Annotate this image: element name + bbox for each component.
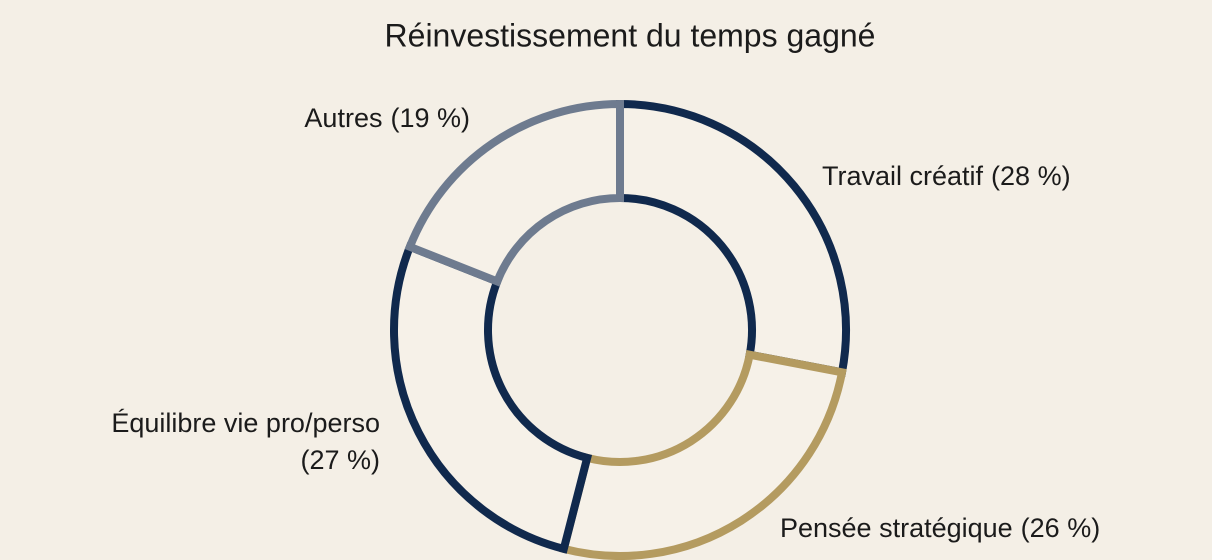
value-label: (26 %): [1021, 513, 1101, 543]
donut-segment: [558, 350, 847, 560]
value-label: (27 %): [300, 445, 380, 475]
segment-label: Pensée stratégique (26 %): [780, 513, 1100, 543]
category-label: Pensée stratégique: [780, 513, 1013, 543]
chart-title: Réinvestissement du temps gagné: [385, 17, 876, 53]
value-label: (28 %): [991, 161, 1071, 191]
segment-label: Travail créatif (28 %): [822, 161, 1071, 191]
category-label: Travail créatif: [822, 161, 984, 191]
donut-segment: [404, 99, 624, 287]
donut-segment: [616, 99, 850, 378]
segment-label: Équilibre vie pro/perso (27 %): [111, 408, 380, 475]
donut-segment: [390, 241, 593, 554]
category-label: Autres: [304, 103, 382, 133]
category-label: Équilibre vie pro/perso: [111, 408, 380, 438]
value-label: (19 %): [390, 103, 470, 133]
segment-label: Autres (19 %): [304, 103, 470, 133]
